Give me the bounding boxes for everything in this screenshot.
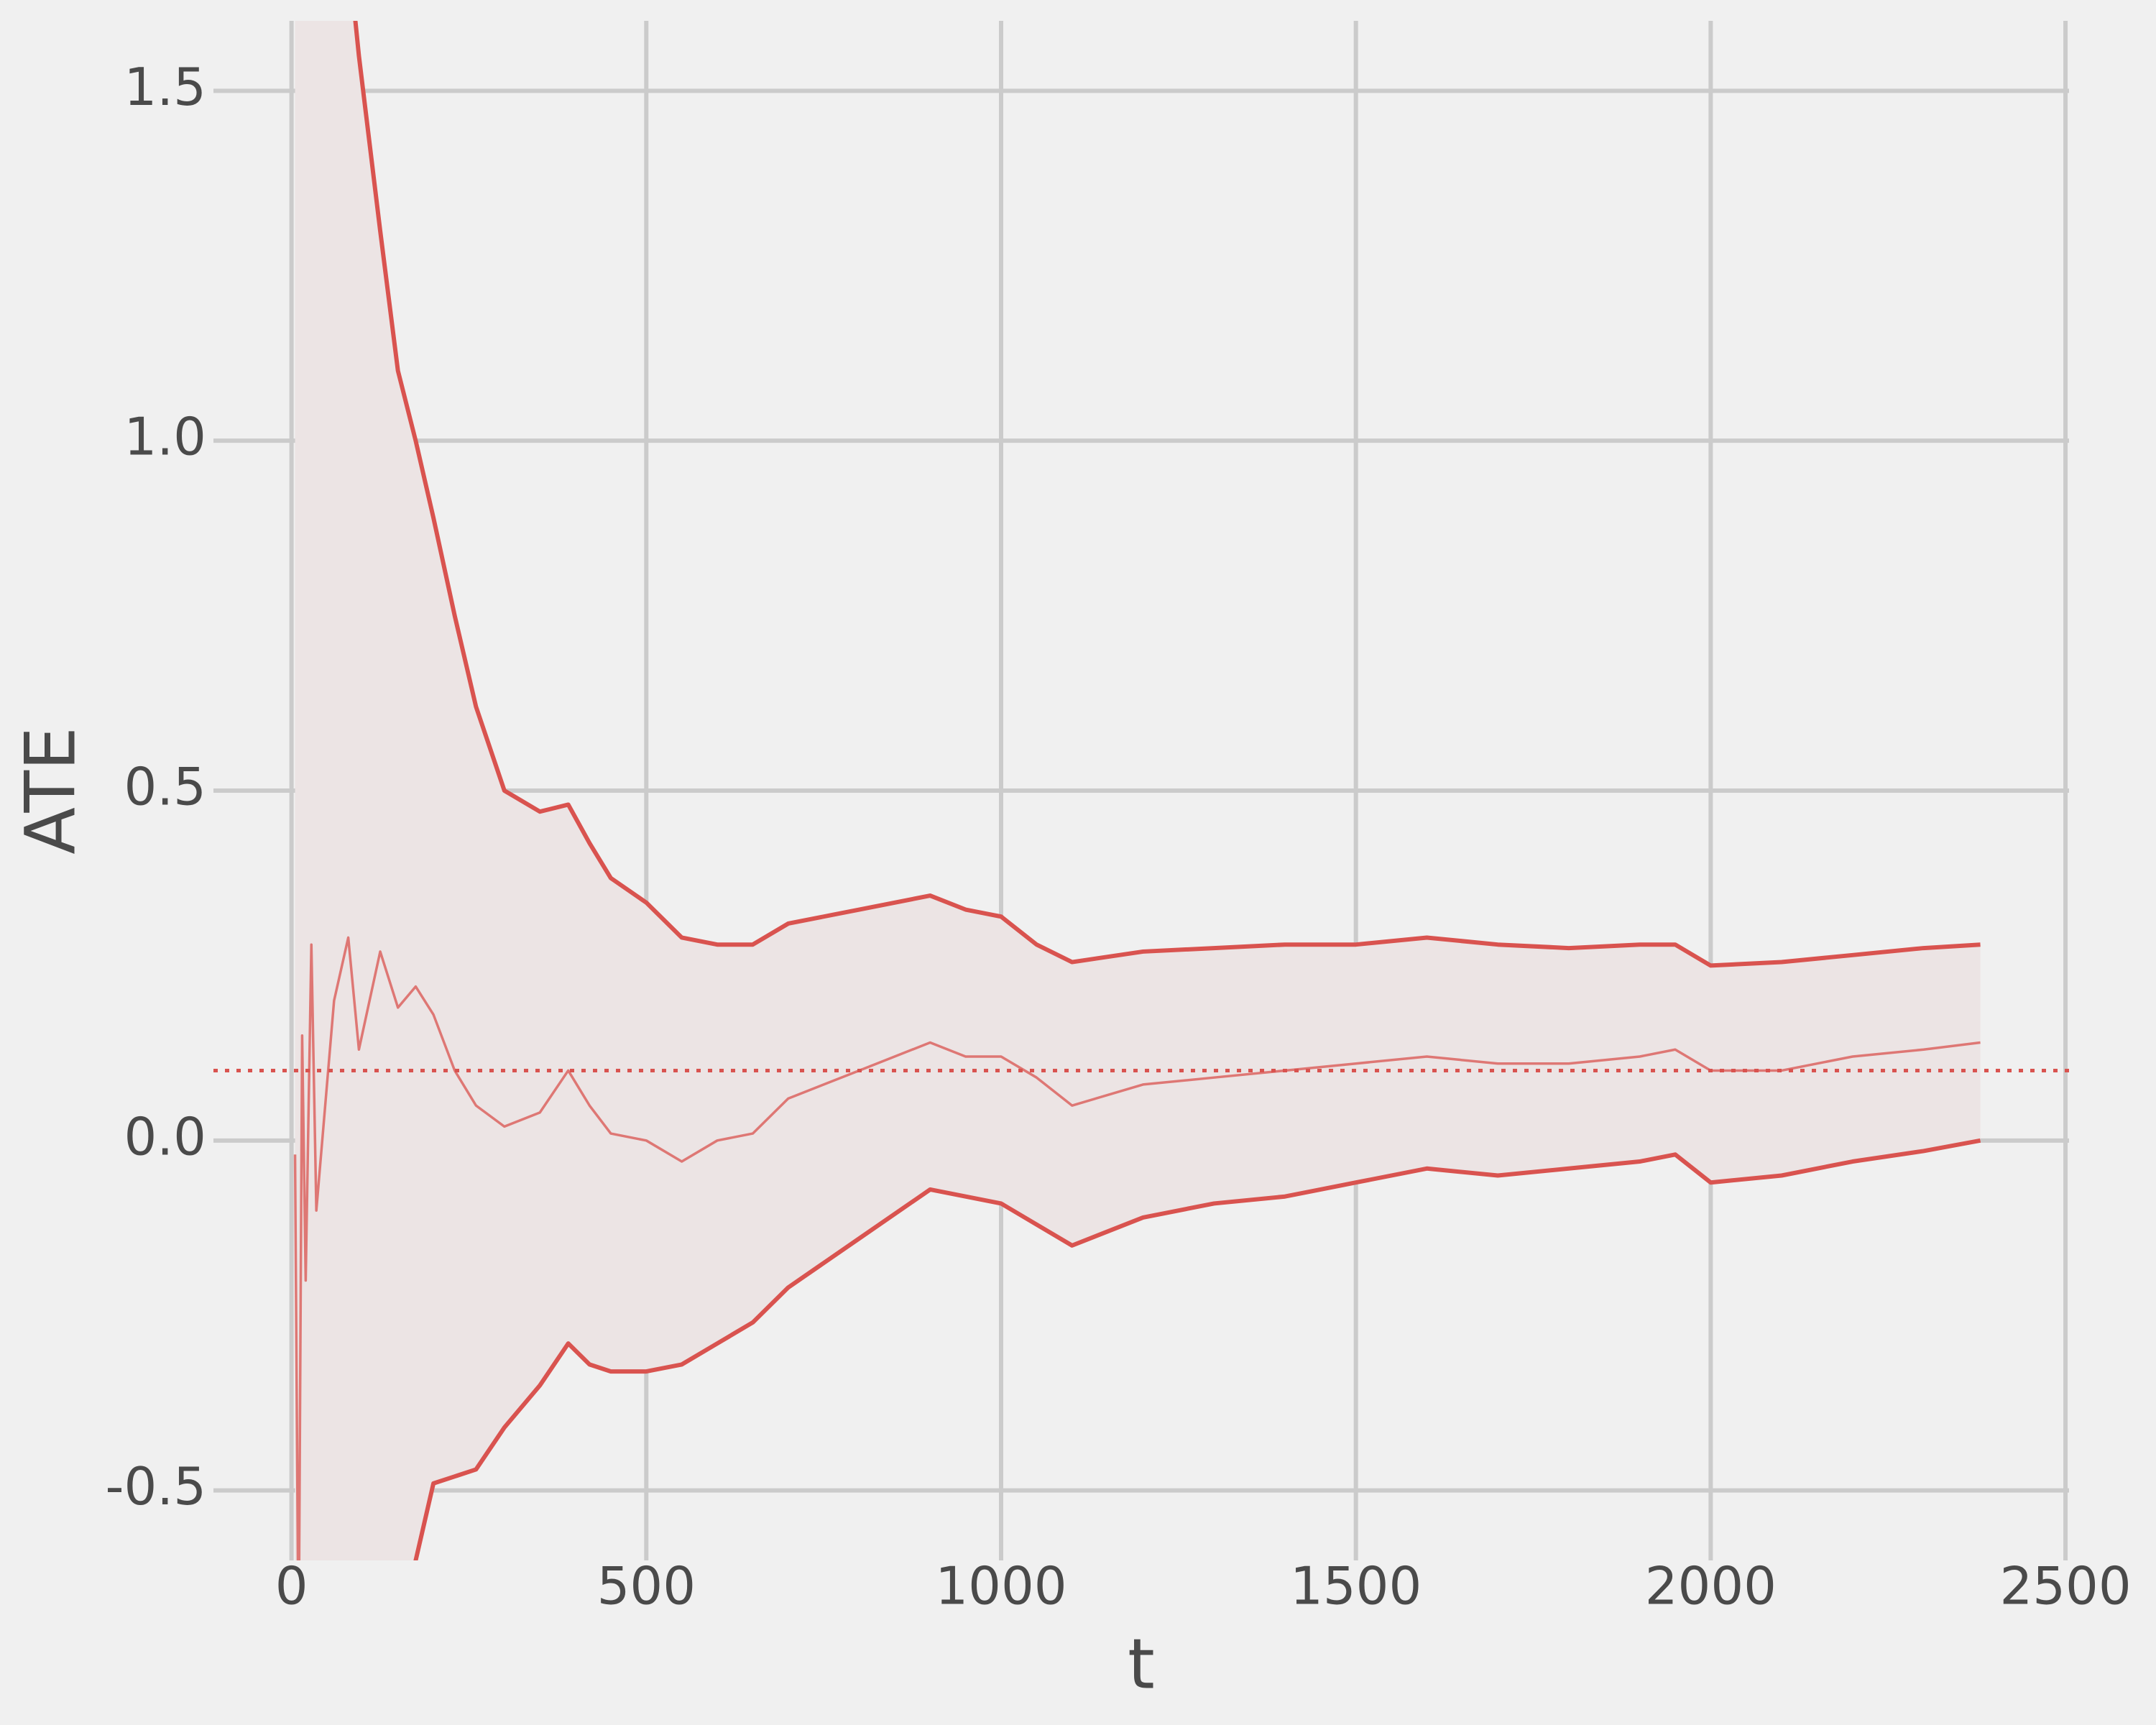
- y-axis-label: ATE: [10, 727, 91, 855]
- grid: [213, 21, 2069, 1560]
- x-tick-label: 2500: [1999, 1556, 2131, 1616]
- y-tick-label: 1.0: [124, 407, 206, 467]
- x-tick-label: 500: [597, 1556, 696, 1616]
- x-tick-label: 1500: [1290, 1556, 1422, 1616]
- plot-area: [213, 21, 2069, 1560]
- series-line: [293, 936, 1981, 1560]
- y-tick-label: 0.5: [124, 757, 206, 817]
- x-tick-label: 1000: [935, 1556, 1067, 1616]
- x-tick-label: 2000: [1645, 1556, 1777, 1616]
- y-tick-label: 1.5: [124, 57, 206, 117]
- x-tick-label: 0: [275, 1556, 308, 1616]
- y-tick-label: -0.5: [106, 1456, 206, 1517]
- confidence-band: [295, 21, 1981, 1560]
- series-line: [413, 1138, 1981, 1560]
- y-tick-label: 0.0: [124, 1106, 206, 1167]
- series-line: [353, 21, 1981, 968]
- x-axis-label: t: [1128, 1624, 1155, 1704]
